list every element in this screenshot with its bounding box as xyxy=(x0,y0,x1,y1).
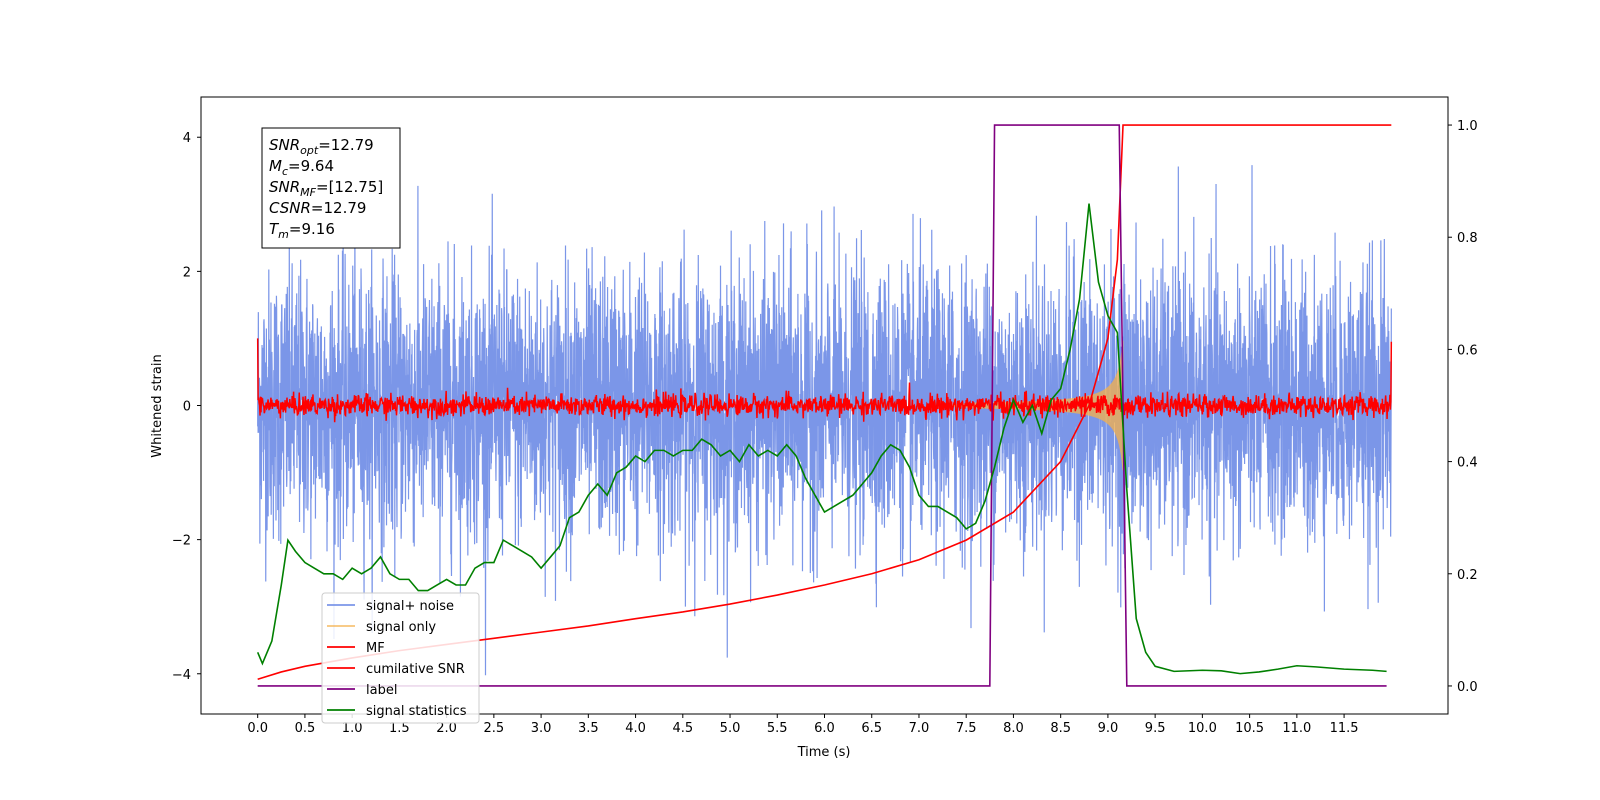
x-tick-label: 0.5 xyxy=(295,721,316,736)
y-right-tick-label: 0.4 xyxy=(1457,456,1478,471)
y-tick-label: 0 xyxy=(183,400,191,415)
x-tick-label: 1.5 xyxy=(389,721,410,736)
legend-label: cumilative SNR xyxy=(366,662,465,677)
x-tick-label: 3.5 xyxy=(578,721,599,736)
annotation-line: CSNR=12.79 xyxy=(269,199,366,217)
y-tick-label: 2 xyxy=(183,265,191,280)
x-tick-label: 3.0 xyxy=(531,721,552,736)
y-right-tick-label: 1.0 xyxy=(1457,119,1478,134)
y-tick-label: −2 xyxy=(172,534,191,549)
annotation-box: SNRopt=12.79Mc=9.64SNRMF=[12.75]CSNR=12.… xyxy=(261,127,401,249)
y-right-tick-label: 0.2 xyxy=(1457,568,1478,583)
annotation-frame xyxy=(261,127,401,249)
x-tick-label: 7.0 xyxy=(909,721,930,736)
x-tick-label: 11.5 xyxy=(1330,721,1359,736)
x-tick-label: 7.5 xyxy=(956,721,977,736)
y-right-tick-label: 0.6 xyxy=(1457,343,1478,358)
series-mf-line xyxy=(256,338,1393,423)
y-axis-label: Whitened strain xyxy=(150,354,165,457)
x-tick-label: 4.0 xyxy=(625,721,646,736)
x-tick-label: 11.0 xyxy=(1282,721,1311,736)
series-signal-statistics-line xyxy=(256,203,1387,675)
legend-label: signal only xyxy=(366,620,436,635)
x-tick-label: 2.0 xyxy=(436,721,457,736)
x-tick-label: 8.0 xyxy=(1003,721,1024,736)
y-axis-left: −4 −2 0 2 4 xyxy=(172,131,201,683)
x-tick-label: 5.5 xyxy=(767,721,788,736)
legend-label: signal statistics xyxy=(366,704,467,719)
x-tick-label: 2.5 xyxy=(484,721,505,736)
annotation-line: SNRMF=[12.75] xyxy=(269,178,383,199)
x-tick-label: 1.0 xyxy=(342,721,363,736)
x-tick-label: 8.5 xyxy=(1050,721,1071,736)
x-axis: 0.0 0.5 1.0 1.5 2.0 2.5 3.0 3.5 4.0 4.5 5.0 5.5 6.0 6… xyxy=(247,714,1359,736)
y-right-tick-label: 0.0 xyxy=(1457,680,1478,695)
x-tick-label: 0.0 xyxy=(247,721,268,736)
series-label-line xyxy=(257,124,1387,687)
x-tick-label: 9.5 xyxy=(1145,721,1166,736)
x-tick-label: 5.0 xyxy=(720,721,741,736)
y-tick-label: 4 xyxy=(183,131,191,146)
legend-frame xyxy=(321,592,480,724)
x-tick-label: 10.0 xyxy=(1188,721,1217,736)
annotation-line: SNRopt=12.79 xyxy=(269,136,374,157)
annotation-line: Tm=9.16 xyxy=(269,220,335,241)
x-tick-label: 4.5 xyxy=(672,721,693,736)
x-tick-label: 6.5 xyxy=(861,721,882,736)
legend-label: label xyxy=(366,683,397,698)
legend-label: MF xyxy=(366,641,385,656)
x-tick-label: 6.0 xyxy=(814,721,835,736)
legend: signal+ noise signal only MF cumilative SNR… xyxy=(321,592,480,724)
x-tick-label: 10.5 xyxy=(1235,721,1264,736)
y-tick-label: −4 xyxy=(172,668,191,683)
x-tick-label: 9.0 xyxy=(1098,721,1119,736)
x-axis-label: Time (s) xyxy=(797,745,851,760)
annotation-line: Mc=9.64 xyxy=(269,157,334,178)
legend-label: signal+ noise xyxy=(366,599,454,614)
y-axis-right: 0.0 0.2 0.4 0.6 0.8 1.0 xyxy=(1448,119,1478,695)
y-right-tick-label: 0.8 xyxy=(1457,231,1478,246)
